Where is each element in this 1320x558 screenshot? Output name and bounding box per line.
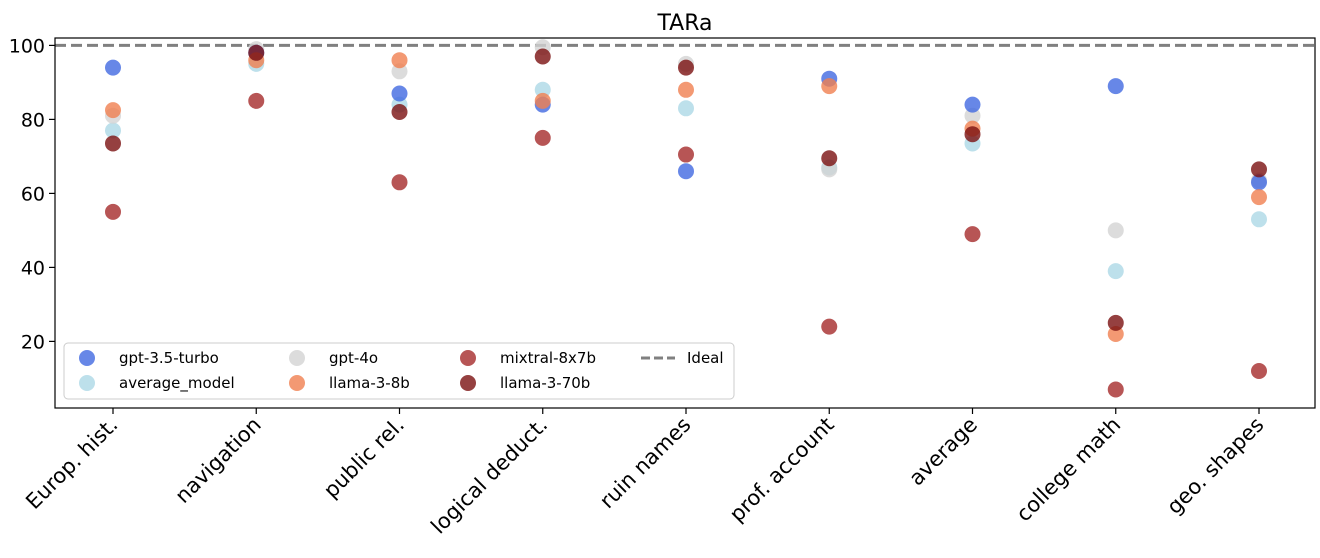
legend-item: mixtral-8x7b: [460, 349, 596, 367]
data-point: [821, 150, 838, 167]
x-tick-label: navigation: [170, 413, 265, 508]
x-tick-label: college math: [1012, 413, 1126, 527]
data-point: [534, 129, 551, 146]
legend-item: llama-3-8b: [289, 374, 410, 392]
legend-label: Ideal: [687, 349, 724, 367]
legend-marker: [460, 350, 476, 366]
chart-title: TARa: [656, 11, 712, 36]
data-point: [821, 78, 838, 95]
x-tick-label: public rel.: [319, 413, 409, 503]
data-point: [1251, 211, 1267, 228]
data-point: [1107, 222, 1124, 239]
legend-label: gpt-3.5-turbo: [119, 349, 219, 367]
data-point: [821, 161, 838, 178]
data-point: [534, 81, 551, 98]
data-point: [1107, 78, 1124, 95]
data-point: [964, 107, 981, 124]
x-tick-label: logical deduct.: [426, 413, 552, 539]
legend-label: average_model: [119, 374, 235, 393]
data-point: [964, 126, 981, 143]
data-point: [534, 48, 551, 65]
data-point: [1251, 174, 1267, 191]
legend-marker: [289, 350, 305, 366]
y-tick-label: 40: [21, 257, 45, 279]
data-point: [391, 63, 408, 80]
data-point: [964, 96, 981, 113]
data-point: [821, 318, 838, 335]
legend-marker: [79, 350, 95, 366]
x-tick-label: geo. shapes: [1162, 413, 1268, 519]
data-point: [678, 146, 694, 163]
data-point: [1251, 161, 1267, 178]
y-tick-label: 60: [21, 183, 45, 205]
legend-label: llama-3-70b: [500, 374, 590, 392]
data-point: [391, 174, 408, 191]
data-point: [1107, 381, 1124, 398]
data-point: [1251, 363, 1267, 379]
x-tick-label: average: [904, 413, 982, 491]
data-point: [248, 44, 265, 61]
data-point: [105, 203, 121, 220]
legend-item: llama-3-70b: [460, 374, 590, 392]
legend-marker: [289, 375, 305, 391]
x-tick-label: Europ. hist.: [21, 413, 122, 514]
x-tick-label: prof. account: [725, 413, 839, 527]
data-point: [534, 92, 551, 109]
y-tick-label: 20: [21, 331, 45, 353]
legend-label: gpt-4o: [329, 349, 378, 367]
data-point: [105, 102, 121, 119]
legend-item: gpt-4o: [289, 349, 378, 367]
x-tick-label: ruin names: [595, 413, 696, 514]
series-llama-3-70b: [105, 44, 1267, 331]
data-point: [248, 92, 265, 109]
data-point: [105, 135, 121, 152]
data-point: [1251, 189, 1267, 206]
data-point: [391, 52, 408, 69]
data-point: [105, 59, 121, 76]
data-point: [1107, 314, 1124, 331]
series-llama-3-8b: [105, 52, 1267, 342]
data-point: [391, 85, 408, 102]
legend-item: Ideal: [641, 349, 724, 367]
data-point: [105, 122, 121, 139]
data-point: [1107, 326, 1124, 342]
data-point: [1107, 263, 1124, 280]
legend-item: average_model: [79, 374, 235, 393]
data-point: [391, 104, 408, 120]
plot-frame: [54, 37, 1316, 409]
data-point: [678, 81, 694, 98]
legend-box: [63, 342, 735, 400]
data-point: [678, 163, 694, 180]
series-mixtral-8x7b: [105, 92, 1267, 398]
legend-marker: [460, 375, 476, 391]
legend-item: gpt-3.5-turbo: [79, 349, 219, 367]
y-tick-label: 80: [21, 109, 45, 131]
data-point: [964, 226, 981, 243]
data-point: [678, 100, 694, 117]
legend-label: mixtral-8x7b: [500, 349, 596, 367]
legend-label: llama-3-8b: [329, 374, 410, 392]
data-point: [678, 59, 694, 76]
y-tick-label: 100: [9, 35, 45, 57]
legend-marker: [79, 375, 95, 391]
